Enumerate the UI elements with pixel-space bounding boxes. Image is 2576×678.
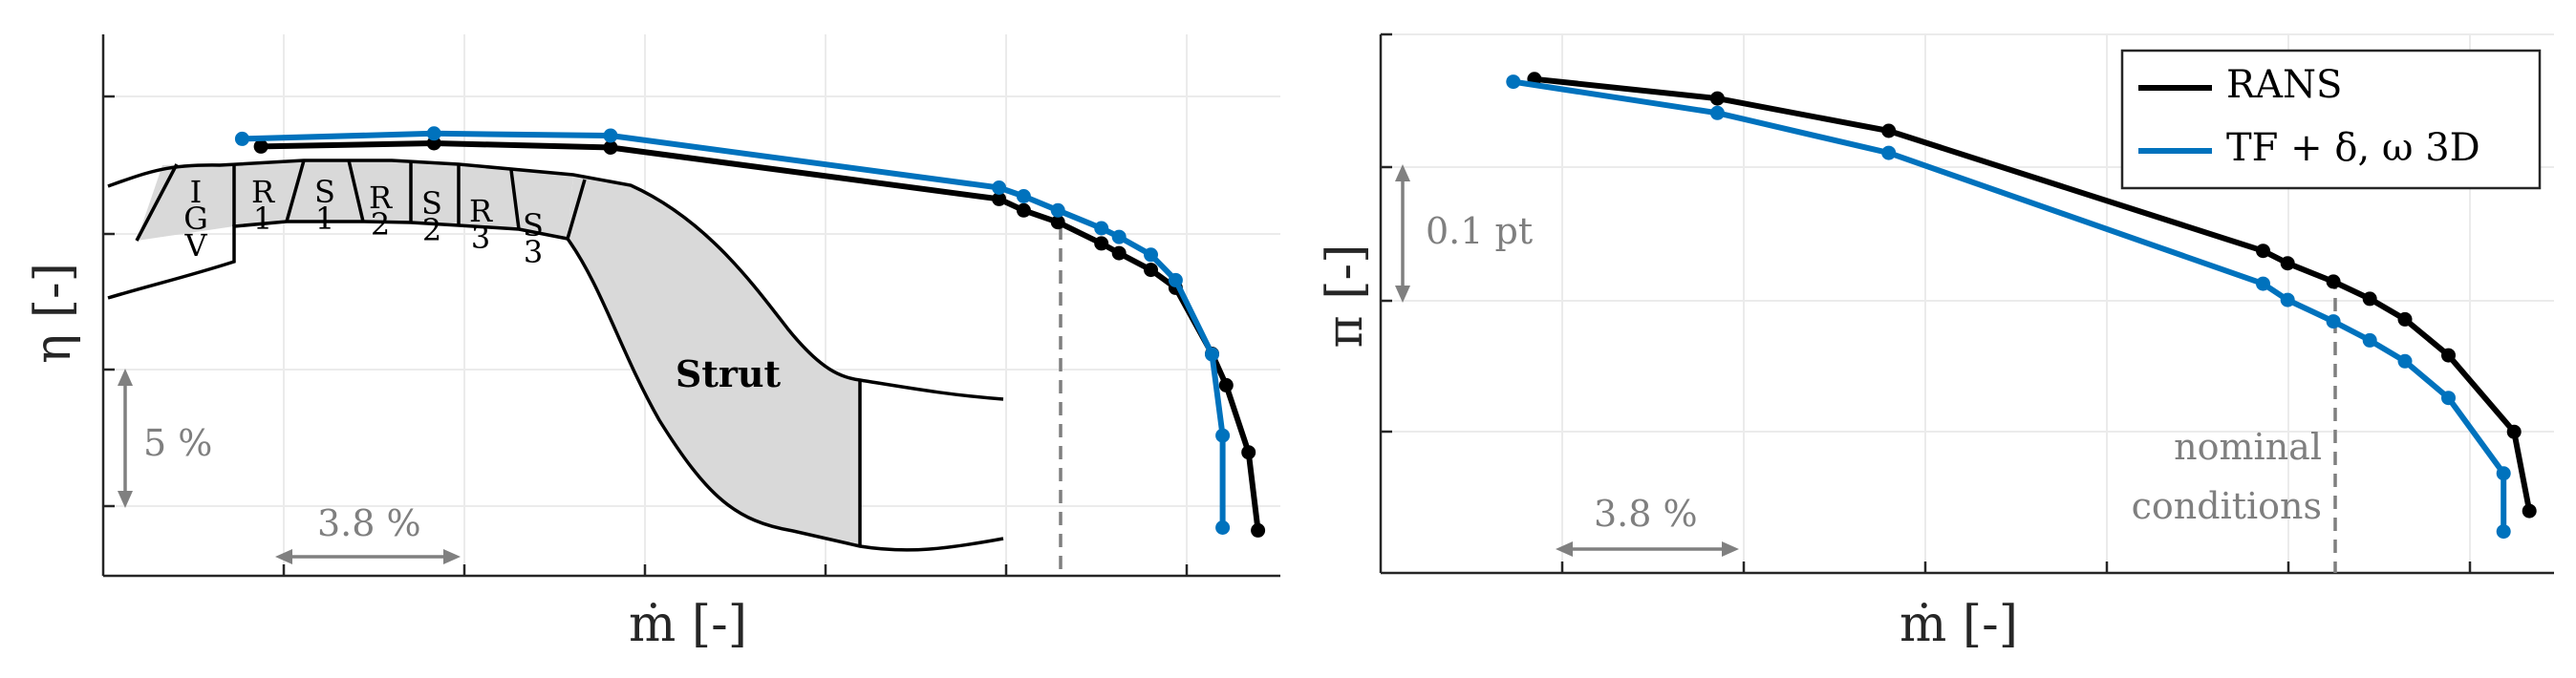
data-point-tf	[1168, 272, 1183, 287]
data-point-rans	[1251, 522, 1266, 538]
data-point-tf	[1094, 221, 1109, 236]
stator1-label-b: 1	[315, 201, 334, 237]
data-point-tf	[1881, 145, 1897, 160]
rotor3-label-b: 3	[471, 220, 490, 256]
data-point-tf	[1144, 247, 1158, 263]
rotor3-label-a: R	[469, 193, 493, 229]
scale-bar-3-8pct-right	[1556, 541, 1739, 557]
data-point-tf	[2280, 292, 2295, 307]
data-point-rans	[2280, 256, 2295, 271]
data-point-rans	[1144, 263, 1158, 278]
blade-row-dividers	[135, 159, 862, 546]
scale-bar-3-8pct-left	[275, 549, 461, 564]
data-point-tf	[1215, 428, 1231, 443]
data-point-tf	[1050, 202, 1065, 218]
data-point-tf	[234, 131, 249, 146]
data-point-tf	[1111, 229, 1127, 244]
data-point-rans	[2506, 424, 2522, 439]
series-layer	[234, 126, 1266, 538]
data-point-tf	[1016, 189, 1031, 203]
data-point-rans	[1016, 202, 1031, 218]
compressor-duct-sketch	[107, 159, 1004, 552]
data-point-tf	[426, 126, 441, 141]
data-point-tf	[2496, 524, 2511, 540]
data-point-tf	[2326, 314, 2341, 329]
data-point-rans	[992, 191, 1007, 206]
data-point-rans	[2362, 291, 2377, 307]
igv-label-i: I	[190, 174, 203, 210]
igv-label-g: G	[183, 201, 208, 237]
strut-fill	[568, 175, 860, 546]
legend-box	[2120, 49, 2542, 190]
axes	[1379, 32, 2554, 575]
data-point-tf	[2362, 332, 2377, 348]
duct-outer-wall	[107, 159, 1004, 401]
data-point-tf	[1205, 347, 1219, 362]
data-point-rans	[1241, 445, 1256, 460]
data-point-rans	[1218, 377, 1234, 392]
rotor2-label-a: R	[369, 180, 393, 216]
data-point-rans	[2441, 348, 2456, 363]
series-layer	[1506, 72, 2537, 540]
stator3-label-a: S	[523, 207, 544, 244]
data-point-rans	[1111, 245, 1127, 261]
duct-inner-wall	[107, 220, 1004, 552]
data-point-tf	[603, 128, 618, 143]
scale-bar-0-1pt	[1395, 164, 1410, 303]
data-point-tf	[1506, 74, 1521, 90]
stator1-label-a: S	[314, 174, 335, 210]
data-point-rans	[1094, 236, 1109, 251]
data-point-rans	[2522, 503, 2537, 519]
igv-label-v: V	[183, 227, 207, 264]
stator2-label-b: 2	[422, 212, 441, 248]
data-point-tf	[2441, 391, 2456, 406]
legend	[2120, 49, 2542, 190]
rotor1-label-b: 1	[253, 201, 272, 237]
axes	[101, 34, 1280, 578]
data-point-tf	[2496, 466, 2511, 481]
scale-bar-5pct	[118, 369, 133, 508]
grid	[1380, 33, 2554, 573]
pressure-ratio-panel	[1379, 32, 2554, 575]
rotor1-label-a: R	[251, 174, 275, 210]
stator3-label-b: 3	[524, 234, 543, 270]
data-point-rans	[2397, 311, 2413, 327]
blade-rows-fill	[137, 160, 573, 241]
data-point-rans	[253, 138, 268, 154]
rotor2-label-b: 2	[371, 206, 390, 243]
data-point-tf	[2397, 353, 2413, 369]
data-point-rans	[1050, 215, 1065, 230]
data-point-tf	[2256, 276, 2270, 291]
stator2-label-a: S	[421, 185, 442, 222]
data-point-tf	[1215, 520, 1231, 535]
data-point-rans	[2256, 244, 2270, 259]
data-point-rans	[603, 140, 618, 155]
data-point-rans	[2326, 274, 2341, 289]
strut-label: Strut	[676, 352, 782, 395]
data-point-tf	[992, 180, 1007, 195]
data-point-tf	[1709, 105, 1725, 120]
duct-labels: I G V R 1 S 1 R 2 S 2 R 3 S 3 Strut	[183, 174, 781, 395]
data-point-rans	[1709, 91, 1725, 106]
efficiency-panel: I G V R 1 S 1 R 2 S 2 R 3 S 3 Strut	[101, 34, 1280, 578]
data-point-rans	[1881, 123, 1897, 138]
